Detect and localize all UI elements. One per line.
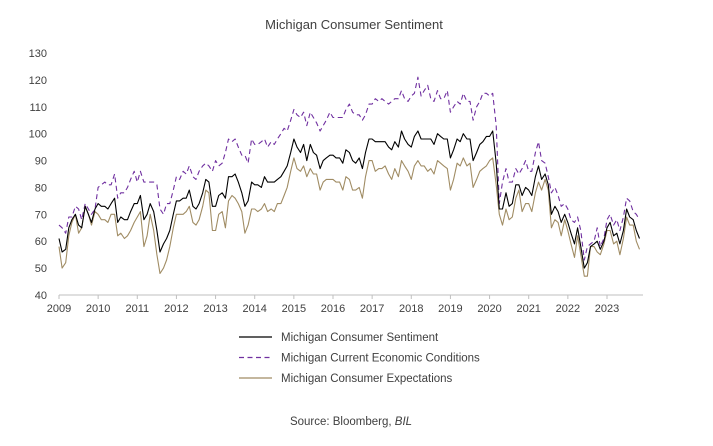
x-tick-label: 2010 — [86, 303, 110, 315]
x-axis: 2009 2010 2011 2012 2013 2014 2015 2016 2017 2018… — [47, 294, 643, 315]
y-tick-label: 90 — [35, 156, 47, 168]
source-note: Source: Bloomberg, BIL — [290, 416, 412, 428]
series-layer — [58, 76, 641, 277]
y-tick-label: 130 — [29, 48, 47, 60]
legend-label: Michigan Current Economic Conditions — [281, 353, 480, 365]
series-line-michigan-consumer-sentiment — [58, 130, 641, 269]
x-tick-label: 2016 — [321, 303, 345, 315]
x-tick-label: 2018 — [399, 303, 423, 315]
x-tick-label: 2017 — [360, 303, 384, 315]
source-italic-text: BIL — [395, 416, 412, 428]
x-tick-label: 2020 — [477, 303, 501, 315]
x-tick-label: 2011 — [125, 303, 149, 315]
legend-label: Michigan Consumer Expectations — [281, 373, 453, 385]
x-tick-label: 2014 — [242, 303, 266, 315]
x-tick-label: 2015 — [282, 303, 306, 315]
legend-label: Michigan Consumer Sentiment — [281, 332, 439, 344]
series-line-michigan-consumer-expectations — [58, 157, 641, 277]
y-tick-label: 110 — [29, 102, 47, 114]
y-tick-label: 40 — [35, 290, 47, 302]
y-tick-label: 100 — [29, 129, 47, 141]
y-axis-ticks: 40 50 60 70 80 90 100 110 120 130 — [29, 48, 47, 302]
y-tick-label: 70 — [35, 209, 47, 221]
x-tick-label: 2009 — [47, 303, 71, 315]
source-text: Source: Bloomberg, — [290, 416, 395, 428]
y-tick-label: 50 — [35, 263, 47, 275]
series-line-michigan-current-economic-conditions — [58, 76, 640, 261]
x-tick-label: 2022 — [556, 303, 580, 315]
x-tick-label: 2023 — [595, 303, 619, 315]
legend: Michigan Consumer Sentiment Michigan Curr… — [239, 332, 480, 385]
x-tick-label: 2012 — [164, 303, 188, 315]
chart-title: Michigan Consumer Sentiment — [265, 17, 443, 32]
x-tick-label: 2021 — [516, 303, 540, 315]
y-tick-label: 60 — [35, 236, 47, 248]
y-tick-label: 120 — [29, 75, 47, 87]
x-tick-label: 2013 — [203, 303, 227, 315]
y-tick-label: 80 — [35, 182, 47, 194]
x-tick-label: 2019 — [438, 303, 462, 315]
